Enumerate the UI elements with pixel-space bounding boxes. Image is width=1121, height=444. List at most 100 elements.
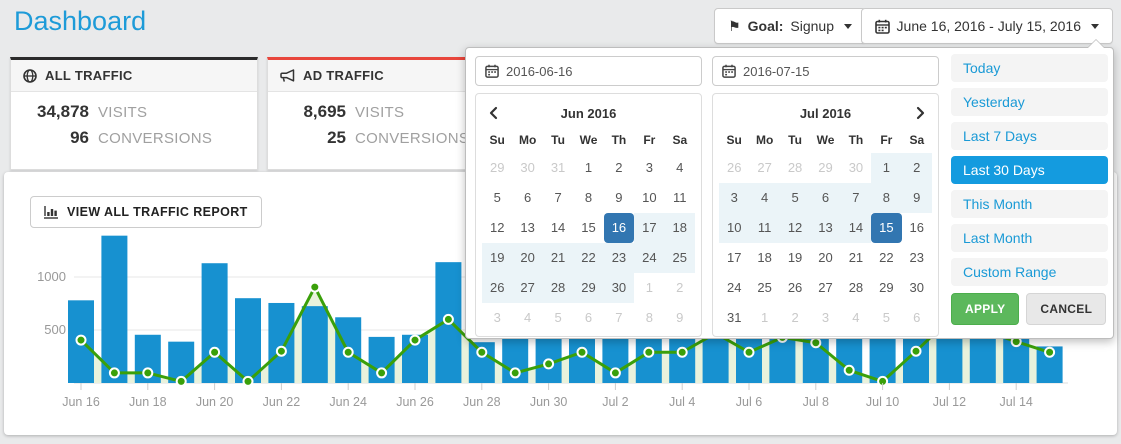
calendar-day[interactable]: 24 [634,243,665,273]
calendar-day[interactable]: 2 [615,160,623,175]
calendar-day[interactable]: 16 [603,213,635,243]
calendar-day[interactable]: 20 [818,250,833,265]
calendar-day[interactable]: 14 [550,220,566,235]
preset-last-month[interactable]: Last Month [951,224,1108,252]
calendar-day[interactable]: 9 [676,310,684,325]
preset-custom-range[interactable]: Custom Range [951,258,1108,286]
calendar-day[interactable]: 4 [524,310,532,325]
calendar-day[interactable]: 28 [542,273,574,303]
calendar-day[interactable]: 13 [520,220,535,235]
calendar-day[interactable]: 22 [879,250,894,265]
calendar-day[interactable]: 4 [749,183,780,213]
calendar-day[interactable]: 31 [550,160,566,175]
calendar-day[interactable]: 27 [512,273,543,303]
calendar-day[interactable]: 5 [882,310,890,325]
calendar-day[interactable]: 18 [757,250,772,265]
preset-last-30-days[interactable]: Last 30 Days [951,156,1108,184]
calendar-day[interactable]: 29 [879,280,894,295]
calendar-day[interactable]: 7 [554,190,562,205]
preset-this-month[interactable]: This Month [951,190,1108,218]
calendar-day[interactable]: 30 [909,280,925,295]
calendar-day[interactable]: 5 [554,310,562,325]
calendar-day[interactable]: 27 [818,280,833,295]
calendar-day[interactable]: 23 [909,250,925,265]
calendar-day[interactable]: 6 [584,310,593,325]
end-date-input[interactable]: 2016-07-15 [712,56,939,86]
calendar-day[interactable]: 5 [493,190,501,205]
calendar-day[interactable]: 31 [726,310,742,325]
calendar-day[interactable]: 13 [810,213,841,243]
view-all-traffic-report-button[interactable]: VIEW ALL TRAFFIC REPORT [30,196,262,228]
calendar-day[interactable]: 25 [757,280,772,295]
calendar-day[interactable]: 21 [848,250,864,265]
calendar-day[interactable]: 8 [645,310,653,325]
calendar-day[interactable]: 17 [634,213,665,243]
calendar-day[interactable]: 21 [542,243,574,273]
calendar-day[interactable]: 1 [584,160,593,175]
calendar-day[interactable]: 12 [489,220,505,235]
calendar-day[interactable]: 8 [584,190,593,205]
prev-month-button[interactable] [482,102,504,124]
calendar-day[interactable]: 30 [603,273,635,303]
apply-button[interactable]: APPLY [951,293,1020,325]
calendar-day[interactable]: 17 [726,250,742,265]
calendar-day[interactable]: 22 [573,243,604,273]
calendar-day[interactable]: 6 [913,310,921,325]
next-month-button[interactable] [910,102,932,124]
calendar-day[interactable]: 29 [818,160,833,175]
calendar-day[interactable]: 8 [871,183,902,213]
calendar-day[interactable]: 2 [901,153,932,183]
calendar-day[interactable]: 14 [840,213,872,243]
calendar-day[interactable]: 4 [852,310,860,325]
calendar-day[interactable]: 28 [787,160,803,175]
calendar-day[interactable]: 30 [520,160,535,175]
calendar-day[interactable]: 10 [719,213,750,243]
calendar-day[interactable]: 29 [489,160,505,175]
calendar-day[interactable]: 7 [840,183,872,213]
preset-today[interactable]: Today [951,54,1108,82]
calendar-day[interactable]: 7 [615,310,623,325]
calendar-day[interactable]: 12 [779,213,811,243]
calendar-day[interactable]: 1 [761,310,769,325]
calendar-day[interactable]: 1 [645,280,653,295]
calendar-day[interactable]: 19 [482,243,513,273]
calendar-day[interactable]: 10 [642,190,657,205]
calendar-day[interactable]: 19 [787,250,803,265]
calendar-day[interactable]: 3 [645,160,653,175]
calendar-day[interactable]: 5 [779,183,811,213]
calendar-day[interactable]: 16 [909,220,925,235]
calendar-day[interactable]: 28 [848,280,864,295]
calendar-day[interactable]: 26 [482,273,513,303]
calendar-day[interactable]: 2 [791,310,799,325]
calendar-day[interactable]: 11 [673,190,687,205]
start-date-input[interactable]: 2016-06-16 [475,56,702,86]
calendar-day[interactable]: 24 [726,280,742,295]
calendar-day[interactable]: 29 [573,273,604,303]
calendar-day[interactable]: 4 [676,160,684,175]
calendar-day[interactable]: 30 [848,160,864,175]
calendar-day[interactable]: 1 [871,153,902,183]
daterange-dropdown-button[interactable]: June 16, 2016 - July 15, 2016 [860,8,1113,44]
calendar-day[interactable]: 2 [676,280,684,295]
calendar-day[interactable]: 25 [664,243,695,273]
calendar-day[interactable]: 18 [664,213,695,243]
calendar-day[interactable]: 26 [726,160,742,175]
calendar-day[interactable]: 20 [512,243,543,273]
calendar-day[interactable]: 9 [901,183,932,213]
calendar-day[interactable]: 6 [524,190,532,205]
calendar-day[interactable]: 15 [871,213,902,243]
calendar-day[interactable]: 27 [757,160,772,175]
calendar-day[interactable]: 6 [810,183,841,213]
goal-dropdown-button[interactable]: ⚑ Goal: Signup [714,8,866,44]
calendar-day[interactable]: 11 [749,213,780,243]
calendar-day[interactable]: 15 [581,220,596,235]
calendar-day[interactable]: 26 [787,280,803,295]
calendar-day[interactable]: 3 [821,310,830,325]
calendar-day[interactable]: 23 [603,243,635,273]
calendar-day[interactable]: 3 [719,183,750,213]
calendar-day[interactable]: 3 [493,310,501,325]
preset-last-7-days[interactable]: Last 7 Days [951,122,1108,150]
calendar-day[interactable]: 9 [615,190,623,205]
cancel-button[interactable]: CANCEL [1026,293,1107,325]
preset-yesterday[interactable]: Yesterday [951,88,1108,116]
